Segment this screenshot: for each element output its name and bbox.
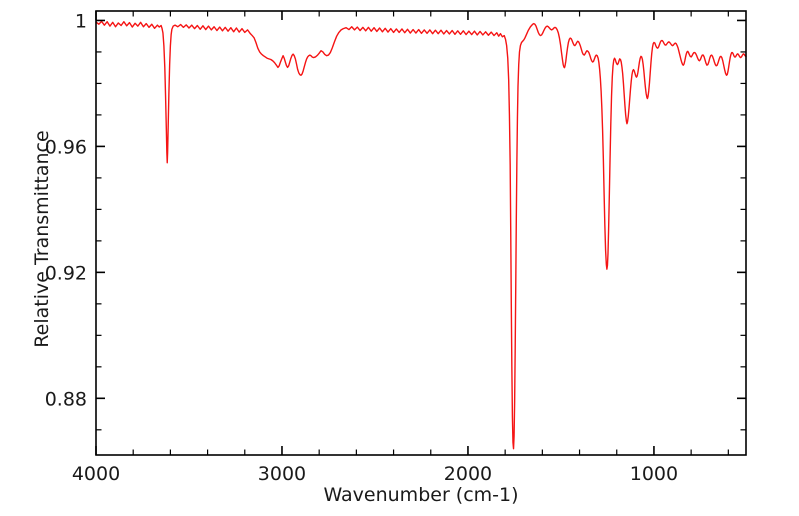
x-axis-title: Wavenumber (cm-1): [323, 484, 519, 506]
y-tick-label: 0.92: [45, 262, 87, 284]
x-tick-label: 4000: [72, 463, 120, 485]
x-tick-label: 3000: [258, 463, 306, 485]
ir-transmittance-curve: [95, 20, 747, 450]
y-axis-tick-labels: 1 0.96 0.92 0.88: [45, 10, 87, 410]
y-axis-title: Relative Transmittance: [31, 130, 53, 348]
plot-frame: [95, 10, 747, 456]
x-tick-label: 2000: [444, 463, 492, 485]
y-axis-ticks: [96, 19, 746, 431]
y-tick-label: 0.96: [45, 136, 87, 158]
y-tick-label: 0.88: [45, 388, 87, 410]
x-axis-ticks: [95, 11, 729, 455]
data-series-group: [95, 20, 747, 450]
x-axis-tick-labels: 4000 3000 2000 1000: [72, 463, 678, 485]
plot-background: [96, 11, 746, 455]
x-tick-label: 1000: [630, 463, 678, 485]
y-tick-label: 1: [75, 10, 87, 32]
